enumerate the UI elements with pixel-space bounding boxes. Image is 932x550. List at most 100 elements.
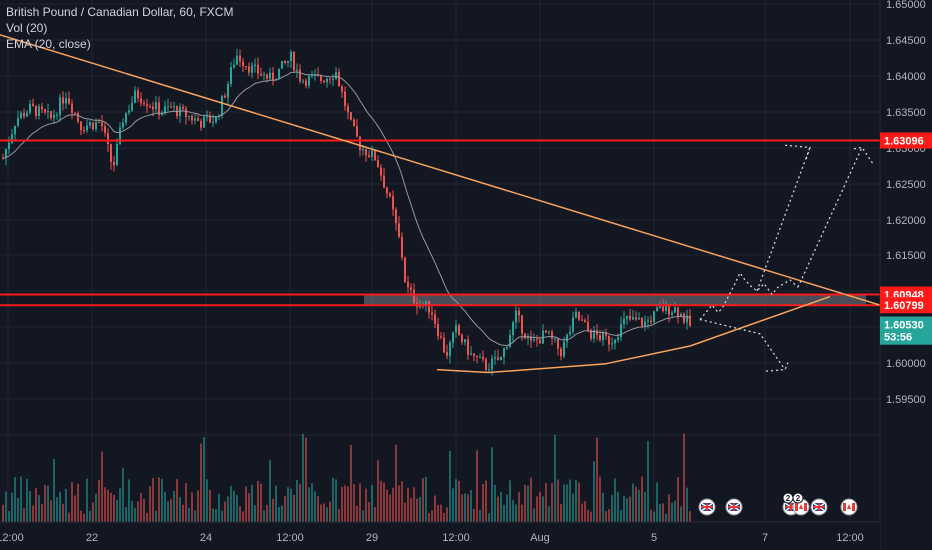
candle-body [539, 339, 541, 344]
volume-bar [623, 495, 625, 522]
volume-bar [515, 504, 517, 522]
volume-bar [284, 495, 286, 522]
candle-body [47, 111, 49, 113]
volume-bar [122, 468, 124, 522]
volume-bar [350, 444, 352, 522]
volume-indicator-label[interactable]: Vol (20) [6, 21, 48, 35]
canada-flag-icon[interactable]: 2 [792, 492, 810, 516]
candle-body [386, 187, 388, 194]
time-axis[interactable]: 12:00 22 24 12:00 29 12:00 Aug 5 7 12:00 [0, 521, 880, 550]
price-axis[interactable]: 1.650001.645001.640001.635001.630001.625… [879, 0, 932, 550]
candle-body [410, 287, 412, 290]
symbol-title[interactable]: British Pound / Canadian Dollar, 60, FXC… [6, 5, 234, 19]
volume-bar [173, 490, 175, 522]
volume-bar [218, 493, 220, 522]
grid-lines [0, 0, 880, 522]
candle-body [608, 335, 610, 345]
candle-body [638, 317, 640, 320]
price-tag-label: 53:56 [884, 332, 912, 344]
candle-body [254, 64, 256, 66]
time-axis-label: 22 [86, 532, 98, 544]
volume-bar [467, 494, 469, 522]
price-tag [880, 316, 932, 333]
volume-bar [527, 485, 529, 522]
ema-indicator-label[interactable]: EMA (20, close) [6, 37, 91, 51]
volume-bar [593, 461, 595, 522]
volume-bar [278, 507, 280, 522]
candle-body [509, 335, 511, 348]
candle-body [95, 121, 97, 130]
candle-body [494, 357, 496, 359]
volume-bar [44, 484, 46, 522]
candle-body [248, 66, 250, 73]
volume-bar [680, 506, 682, 522]
candle-body [269, 72, 271, 79]
candle-body [62, 97, 64, 104]
arrow-head [784, 144, 811, 160]
candle-body [557, 338, 559, 349]
candle-body [167, 106, 169, 108]
uk-flag-icon[interactable] [725, 498, 743, 516]
candle-body [581, 319, 583, 321]
price-tick-label: 1.61500 [886, 250, 926, 262]
candle-body [614, 340, 616, 344]
volume-bar [578, 482, 580, 522]
volume-bar [584, 501, 586, 522]
volume-bar [563, 484, 565, 522]
price-tick-label: 1.64000 [886, 71, 926, 83]
candle-body [311, 75, 313, 77]
volume-bar [479, 510, 481, 522]
arrow-head [765, 362, 789, 372]
horizontal-levels[interactable] [0, 139, 880, 307]
uk-flag-icon[interactable] [810, 498, 828, 516]
volume-bar [572, 493, 574, 522]
volume-bar [536, 496, 538, 522]
candle-body [107, 132, 109, 145]
candle-body [524, 333, 526, 339]
volume-bar [332, 477, 334, 522]
candle-body [686, 315, 688, 323]
volume-bar [548, 506, 550, 522]
volume-bar [314, 491, 316, 522]
volume-bar [296, 480, 298, 522]
volume-bar [290, 488, 292, 522]
volume-bar [458, 480, 460, 522]
price-tick-label: 1.63500 [886, 107, 926, 119]
volume-bar [29, 491, 31, 522]
candle-body [23, 112, 25, 117]
candle-body [521, 315, 523, 334]
projection-arrows[interactable] [699, 144, 874, 372]
candle-body [260, 73, 262, 76]
candle-body [683, 313, 685, 323]
volume-bar [8, 511, 10, 522]
volume-bar [581, 503, 583, 522]
candle-body [506, 347, 508, 349]
candle-body [338, 72, 340, 87]
uk-flag-icon[interactable] [698, 498, 716, 516]
candle-body [371, 150, 373, 157]
volume-bar [398, 485, 400, 522]
volume-bar [602, 492, 604, 522]
price-tag [880, 297, 932, 314]
candle-body [284, 61, 286, 63]
volume-bar [683, 433, 685, 522]
volume-bar [215, 509, 217, 522]
volume-bar [125, 507, 127, 522]
volume-bar [665, 513, 667, 522]
volume-bar [269, 459, 271, 522]
trend-lines[interactable] [0, 34, 881, 374]
volume-bar [56, 497, 58, 522]
volume-bar [509, 480, 511, 522]
price-tick-label: 1.60000 [886, 358, 926, 370]
candle-body [236, 55, 238, 65]
volume-bar [221, 510, 223, 522]
volume-bar [188, 508, 190, 522]
candle-body [230, 67, 232, 84]
canada-flag-icon[interactable] [840, 498, 858, 516]
candle-body [395, 209, 397, 224]
candle-body [356, 126, 358, 137]
ema-path [2, 71, 691, 347]
